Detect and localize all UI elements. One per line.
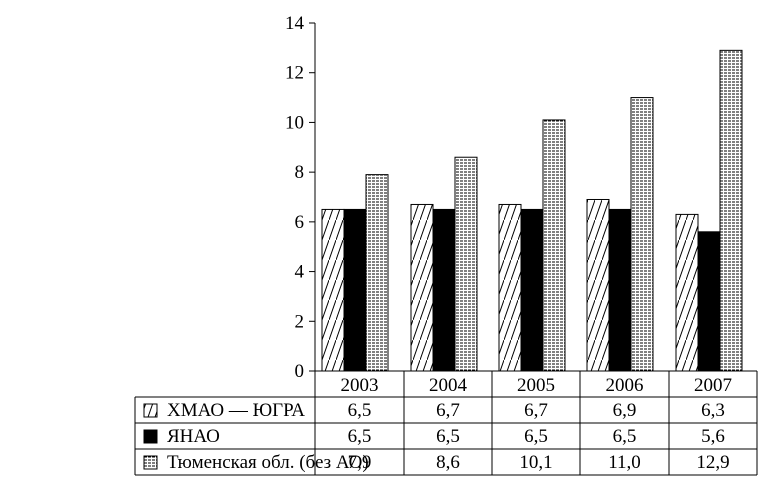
data-value-label: 6,5 [348, 400, 372, 421]
data-table: 2003 2004 2005 2006 2007 ХМАО — ЮГРА 6,5 6,7 6,7… [134, 370, 758, 476]
data-value-label: 7,9 [348, 452, 372, 473]
bar-2007-series-3 [719, 49, 743, 372]
y-axis: 0 2 4 6 8 10 12 14 [285, 13, 316, 382]
legend-swatch-3 [143, 455, 158, 470]
category-label: 2007 [694, 375, 732, 396]
bar-2006-series-3 [630, 97, 654, 372]
bar-2003-series-1 [321, 208, 345, 372]
data-value-label: 6,9 [613, 400, 637, 421]
data-value-label: 6,5 [613, 426, 637, 447]
data-value-label: 6,5 [524, 426, 548, 447]
y-tick-label: 4 [295, 262, 305, 283]
bar-2004-series-2 [432, 208, 456, 372]
data-value-label: 6,7 [524, 400, 548, 421]
series-name: Тюменская обл. (без АО) [167, 452, 369, 473]
data-value-label: 8,6 [436, 452, 460, 473]
data-value-label: 6,5 [436, 426, 460, 447]
data-value-label: 11,0 [608, 452, 641, 473]
legend-swatch-1 [143, 403, 158, 418]
data-value-label: 5,6 [701, 426, 725, 447]
data-value-label: 10,1 [519, 452, 552, 473]
category-label: 2006 [606, 375, 644, 396]
bar-2004-series-3 [454, 156, 478, 372]
y-tick-label: 6 [295, 212, 305, 233]
bar-2007-series-2 [697, 231, 721, 372]
y-tick-label: 8 [295, 162, 305, 183]
bar-2003-series-2 [343, 208, 367, 372]
y-tick-label: 14 [285, 13, 305, 34]
series-name: ЯНАО [167, 426, 220, 447]
bar-2005-series-3 [542, 119, 566, 372]
bar-2005-series-2 [520, 208, 544, 372]
bars [321, 49, 743, 372]
bar-2004-series-1 [410, 203, 434, 372]
bar-2003-series-3 [365, 174, 389, 372]
data-value-label: 6,7 [436, 400, 460, 421]
category-label: 2004 [429, 375, 468, 396]
y-tick-label: 0 [295, 361, 305, 382]
bar-2007-series-1 [675, 213, 699, 372]
category-label: 2003 [341, 375, 379, 396]
y-tick-label: 12 [285, 63, 304, 84]
bar-2005-series-1 [498, 203, 522, 372]
y-tick-label: 10 [285, 112, 304, 133]
series-name: ХМАО — ЮГРА [167, 400, 305, 421]
bar-2006-series-1 [586, 198, 610, 372]
y-tick-label: 2 [295, 311, 305, 332]
category-label: 2005 [517, 375, 555, 396]
data-value-label: 6,5 [348, 426, 372, 447]
data-value-label: 12,9 [696, 452, 729, 473]
bar-2006-series-2 [608, 208, 632, 372]
legend-swatch-2 [143, 429, 158, 444]
data-value-label: 6,3 [701, 400, 725, 421]
